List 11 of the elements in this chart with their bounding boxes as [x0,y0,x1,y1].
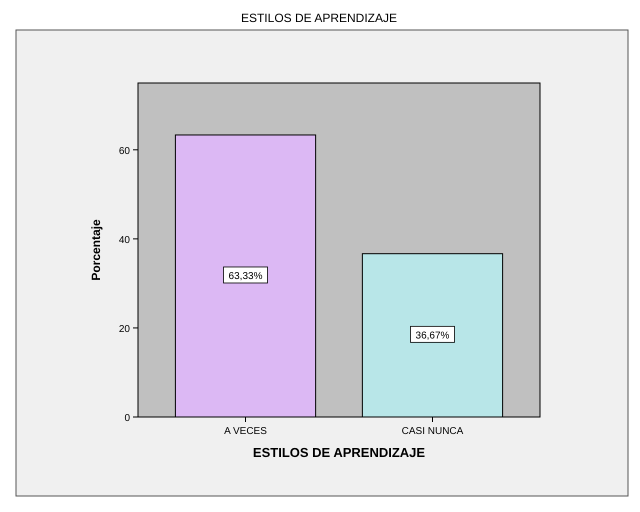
y-tick-label: 20 [118,324,130,335]
x-tick-label: A VECES [224,426,268,437]
data-label: 63,33% [228,270,263,282]
y-tick-label: 0 [124,413,130,424]
x-tick-label: CASI NUNCA [402,426,464,437]
data-label: 36,67% [416,330,450,342]
y-tick-label: 40 [118,234,130,246]
chart-title: ESTILOS DE APRENDIZAJE [240,11,398,25]
x-axis-title: ESTILOS DE APRENDIZAJE [252,445,426,460]
y-axis-title: Porcentaje [89,218,103,281]
y-tick-label: 60 [118,146,130,157]
